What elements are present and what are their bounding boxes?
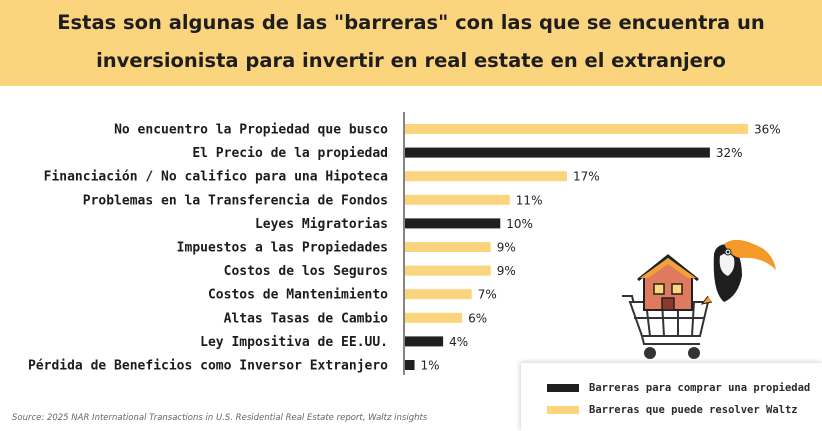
value-label: 4% [449,335,468,349]
value-label: 6% [468,311,487,325]
value-label: 17% [573,170,600,184]
value-label: 9% [497,264,516,278]
category-label: Pérdida de Beneficios como Inversor Extr… [28,359,388,374]
source-note: Source: 2025 NAR International Transacti… [12,413,428,423]
header-banner: Estas son algunas de las "barreras" con … [0,0,822,86]
bar [405,242,491,252]
category-label: Financiación / No califico para una Hipo… [44,170,389,185]
value-label: 10% [506,217,533,231]
bar-chart: No encuentro la Propiedad que busco El Pr… [28,112,781,375]
category-label: Ley Impositiva de EE.UU. [200,335,388,350]
value-label: 7% [478,288,497,302]
bar [405,289,472,300]
value-label: 1% [421,359,440,373]
legend-swatch-dark [547,384,579,392]
value-label: 9% [497,241,516,255]
category-label: Costos de los Seguros [224,264,388,279]
category-label: No encuentro la Propiedad que busco [114,123,388,138]
toucan-with-house-cart-icon [622,239,776,359]
bar [405,171,567,182]
page-title-line-1: Estas son algunas de las "barreras" con … [57,11,765,34]
chart-legend: Barreras para comprar una propiedad Barr… [521,363,822,431]
bar [405,336,444,347]
bar [405,124,748,134]
bar [405,312,463,323]
category-label: Impuestos a las Propiedades [177,241,388,256]
value-label: 11% [516,193,543,207]
page-title-line-2: inversionista para invertir en real esta… [96,49,726,72]
value-label: 32% [716,146,743,160]
bar [405,147,710,158]
bar [405,360,415,370]
legend-item-resolve: Barreras que puede resolver Waltz [547,403,798,417]
bar [405,194,510,205]
category-label: Problemas en la Transferencia de Fondos [83,193,388,208]
value-label: 36% [754,123,781,137]
bar [405,265,491,276]
category-label: El Precio de la propiedad [192,146,388,161]
legend-item-buy: Barreras para comprar una propiedad [547,381,810,395]
legend-label-buy: Barreras para comprar una propiedad [589,382,811,394]
category-label: Costos de Mantenimiento [208,288,388,303]
bar [405,218,501,229]
category-label: Altas Tasas de Cambio [224,311,389,326]
legend-swatch-yellow [547,406,579,414]
legend-label-resolve: Barreras que puede resolver Waltz [589,404,798,416]
category-label: Leyes Migratorias [255,217,388,232]
